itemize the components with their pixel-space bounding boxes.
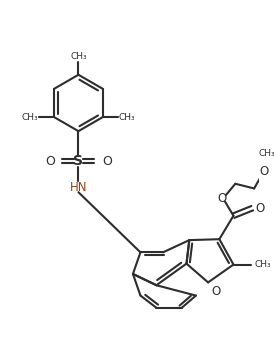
Text: CH₃: CH₃: [119, 113, 135, 122]
Text: CH₃: CH₃: [70, 52, 87, 61]
Text: CH₃: CH₃: [258, 149, 274, 158]
Text: O: O: [259, 165, 268, 178]
Text: O: O: [45, 155, 55, 168]
Text: O: O: [212, 285, 221, 298]
Text: S: S: [73, 154, 83, 168]
Text: CH₃: CH₃: [254, 260, 271, 269]
Text: O: O: [102, 155, 112, 168]
Text: HN: HN: [70, 181, 87, 194]
Text: CH₃: CH₃: [21, 113, 38, 122]
Text: O: O: [218, 192, 227, 205]
Text: O: O: [255, 202, 264, 215]
